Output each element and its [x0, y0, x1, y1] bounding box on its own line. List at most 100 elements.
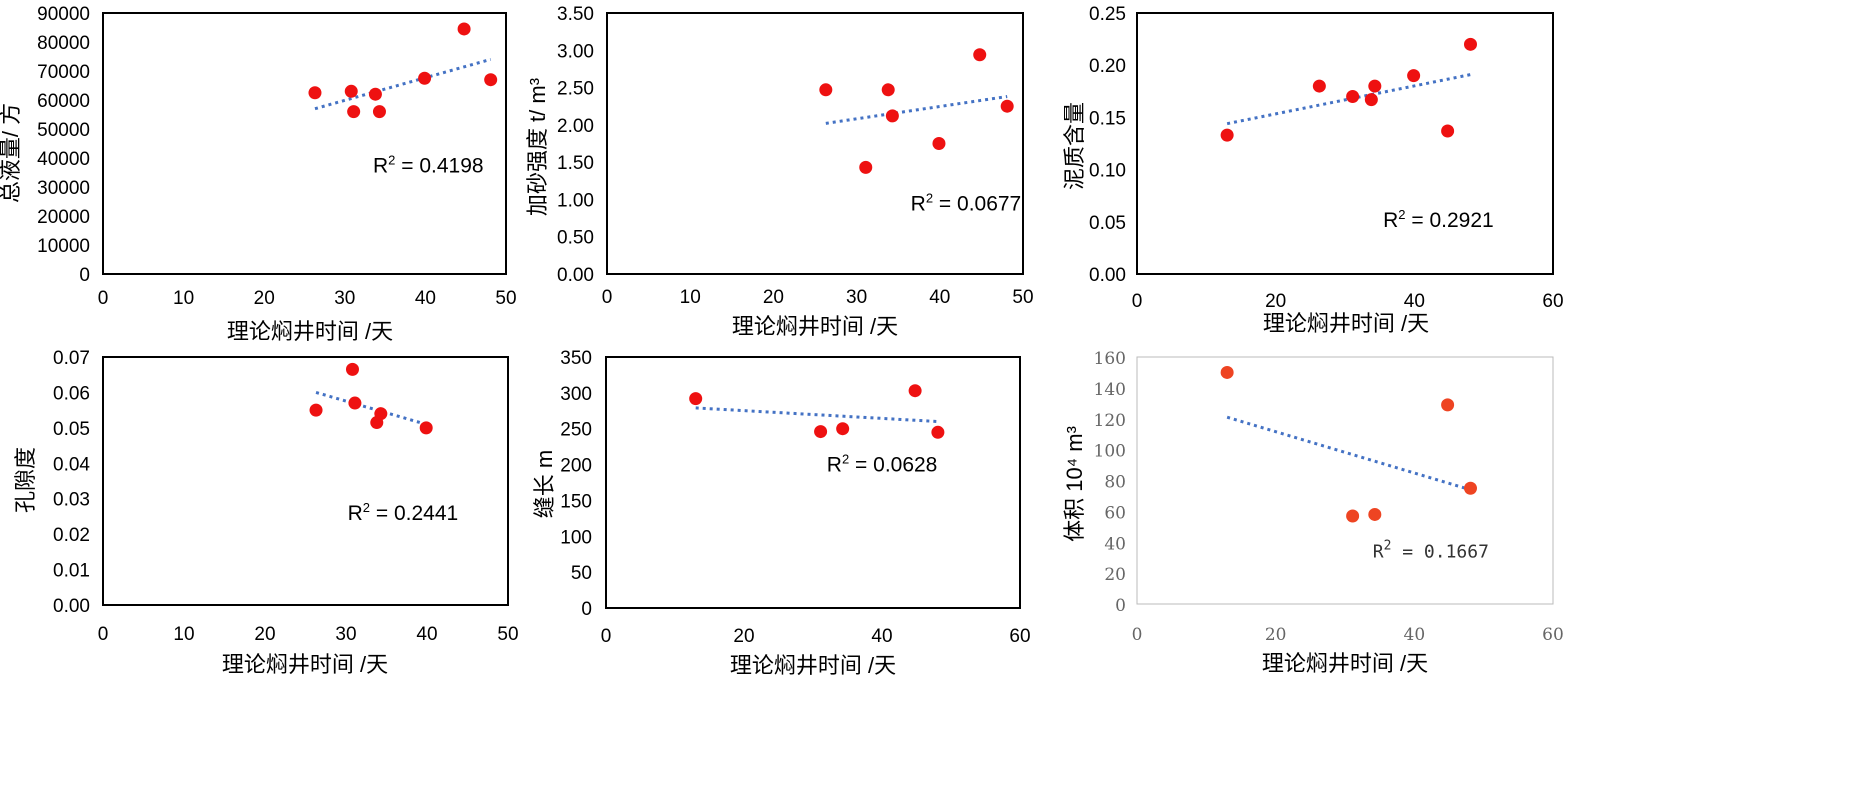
r-squared-exponent: 2: [363, 500, 370, 515]
y-tick-label: 90000: [37, 4, 90, 25]
y-tick-label: 0.04: [53, 454, 90, 475]
r-squared-exponent: 2: [388, 153, 395, 168]
chart-panel-2: 0.00 0.50 1.00 1.50 2.00 2.50 3.00 3.50 0 10 20 30 4…: [525, 4, 1034, 339]
y-tick-label: 120: [1094, 411, 1126, 431]
y-tick-label: 30000: [37, 178, 90, 199]
data-point: [345, 362, 359, 376]
y-tick-label: 160: [1094, 349, 1126, 369]
x-tick-label: 0: [1132, 625, 1143, 645]
r-squared-value: = 0.2921: [1406, 209, 1494, 232]
y-tick-label: 50: [571, 563, 592, 584]
y-axis-label: 体积 10⁴ m³: [1062, 426, 1087, 542]
trendline: [695, 406, 938, 424]
x-tick-label: 0: [1132, 291, 1143, 312]
x-tick-label: 0: [601, 626, 612, 647]
data-point: [836, 422, 850, 436]
r-squared-exponent: 2: [926, 191, 933, 206]
y-tick-label: 0.01: [53, 561, 90, 582]
y-tick-label: 0: [79, 265, 90, 286]
y-tick-label: 0.03: [53, 490, 90, 511]
y-axis-label: 缝长 m: [532, 450, 557, 518]
x-tick-label: 20: [1265, 291, 1286, 312]
chart-panel-5: 0 50 100 150 200 250 300 350 0 20 40 60 R2 = 0.0628 理…: [532, 348, 1031, 678]
y-tick-label: 0.05: [1089, 213, 1126, 234]
y-tick-label: 140: [1094, 380, 1126, 400]
y-tick-label: 0.50: [557, 228, 594, 249]
x-axis-label: 理论焖井时间 /天: [227, 319, 393, 344]
trendline: [314, 57, 492, 111]
y-tick-label: 2.00: [557, 116, 594, 137]
data-point: [931, 425, 945, 439]
data-point: [348, 396, 362, 410]
x-tick-label: 40: [416, 624, 437, 645]
data-point: [932, 137, 946, 150]
data-point: [372, 105, 386, 119]
data-point: [1346, 509, 1360, 523]
y-axis-label: 孔隙度: [13, 447, 38, 513]
r-squared-value: = 0.2441: [370, 502, 458, 525]
x-axis-label: 理论焖井时间 /天: [1263, 311, 1429, 336]
x-tick-label: 50: [497, 624, 518, 645]
data-point: [1463, 481, 1477, 495]
y-tick-label: 0.02: [53, 525, 90, 546]
r-squared-value: = 0.0677: [933, 193, 1021, 216]
x-tick-label: 0: [602, 287, 613, 308]
x-tick-label: 10: [173, 624, 194, 645]
y-tick-label: 0.07: [53, 348, 90, 369]
x-tick-label: 30: [335, 624, 356, 645]
r-squared-exponent: 2: [1398, 207, 1405, 222]
x-tick-label: 60: [1542, 291, 1563, 312]
data-point: [344, 84, 358, 98]
trendline: [1226, 415, 1471, 492]
x-axis-label: 理论焖井时间 /天: [1262, 651, 1428, 676]
y-tick-label: 0.20: [1089, 56, 1126, 77]
y-tick-label: 300: [560, 384, 592, 405]
y-tick-label: 0: [581, 599, 592, 620]
r-squared-symbol: R: [1373, 542, 1384, 563]
x-tick-label: 60: [1542, 625, 1564, 645]
data-point: [1000, 99, 1014, 113]
y-tick-label: 60000: [37, 91, 90, 112]
r-squared-label: R2 = 0.0677: [911, 191, 1022, 216]
x-tick-label: 60: [1009, 626, 1030, 647]
x-tick-label: 10: [173, 288, 194, 309]
data-point: [908, 384, 922, 398]
data-point: [347, 105, 361, 119]
data-point: [1407, 69, 1421, 83]
data-point: [1368, 79, 1382, 93]
data-point: [1463, 37, 1477, 51]
y-tick-label: 150: [560, 491, 592, 512]
y-tick-label: 1.00: [557, 190, 594, 211]
r-squared-exponent: 2: [1384, 539, 1392, 554]
data-point: [1312, 79, 1326, 93]
y-tick-label: 50000: [37, 120, 90, 141]
data-point: [814, 425, 828, 439]
x-axis-label: 理论焖井时间 /天: [730, 653, 896, 678]
plot-frame: [1136, 356, 1554, 605]
chart-panel-6: 0 20 40 60 80 100 120 140 160 0 20 40 60 R2 = 0.1667 理…: [1062, 349, 1564, 676]
r-squared-label: R2 = 0.1667: [1373, 539, 1489, 563]
y-tick-label: 0.06: [53, 383, 90, 404]
data-point: [368, 87, 382, 101]
y-tick-label: 0.15: [1089, 108, 1126, 129]
y-tick-label: 3.00: [557, 41, 594, 62]
y-tick-label: 40000: [37, 149, 90, 170]
data-point: [819, 83, 833, 97]
x-tick-label: 30: [846, 287, 867, 308]
data-point: [881, 83, 895, 97]
y-axis-label: 总液量/ 方: [0, 103, 23, 203]
y-tick-label: 0.00: [557, 265, 594, 286]
chart-panel-4: 0.00 0.01 0.02 0.03 0.04 0.05 0.06 0.07 0 10 20 30 4…: [13, 348, 519, 677]
x-tick-label: 40: [1404, 291, 1425, 312]
plot-frame: [605, 356, 1021, 609]
y-tick-label: 40: [1104, 534, 1126, 554]
x-tick-label: 0: [98, 288, 109, 309]
r-squared-value: = 0.1667: [1391, 542, 1489, 563]
data-point: [1364, 93, 1378, 107]
r-squared-label: R2 = 0.0628: [827, 452, 938, 477]
y-tick-label: 100: [560, 527, 592, 548]
data-point: [418, 71, 432, 85]
r-squared-label: R2 = 0.2921: [1383, 207, 1494, 232]
data-point: [1220, 128, 1234, 142]
